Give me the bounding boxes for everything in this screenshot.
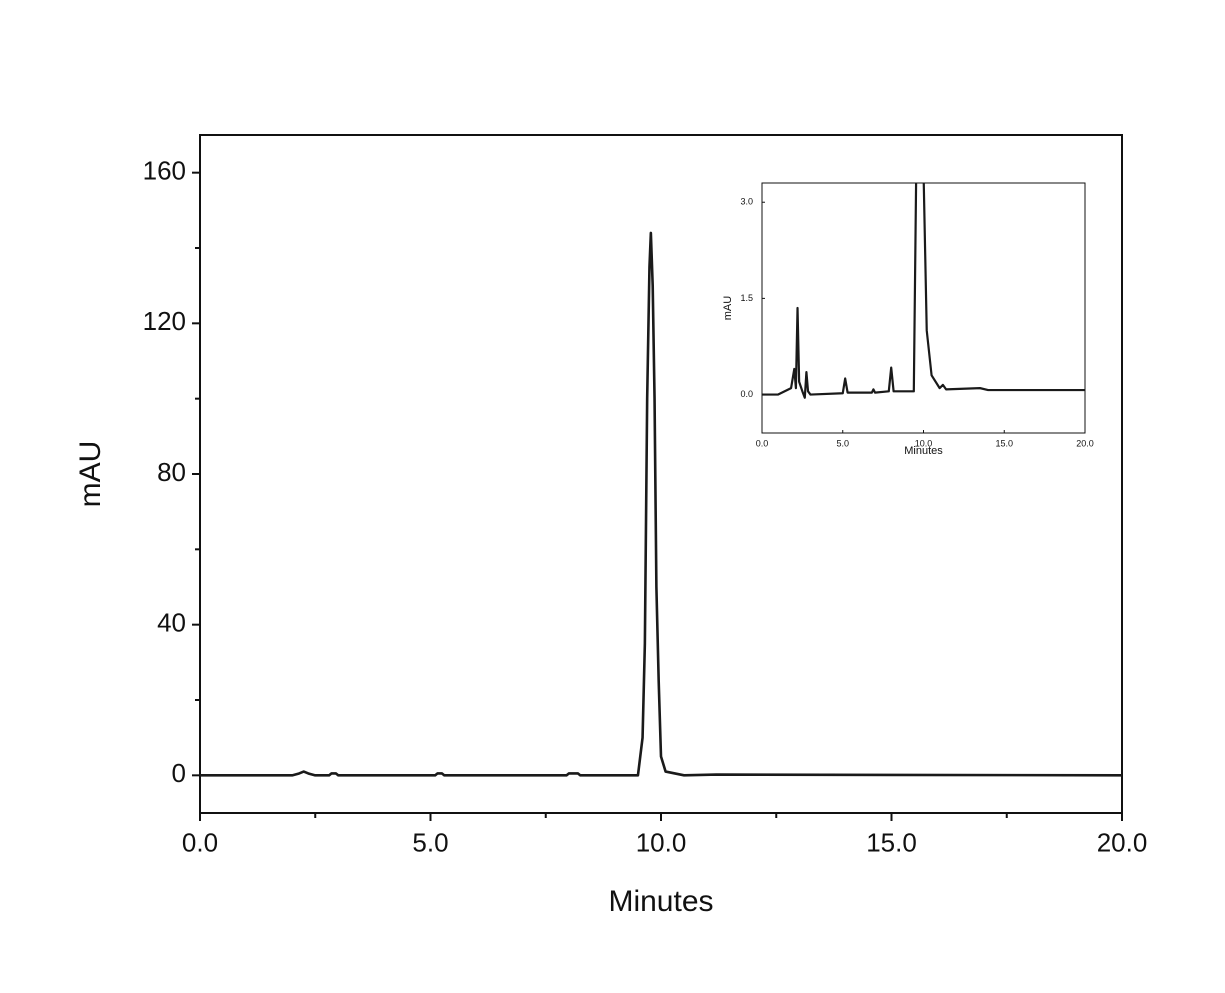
y-tick-label: 1.5: [740, 293, 753, 303]
x-tick-label: 0.0: [182, 827, 218, 857]
y-tick-label: 0.0: [740, 389, 753, 399]
x-tick-label: 0.0: [756, 438, 769, 448]
x-tick-label: 10.0: [915, 438, 933, 448]
y-axis-label: mAU: [74, 441, 107, 508]
y-axis-label: mAU: [722, 296, 734, 321]
x-tick-label: 15.0: [995, 438, 1013, 448]
y-tick-label: 3.0: [740, 197, 753, 207]
x-tick-label: 20.0: [1076, 438, 1094, 448]
y-tick-label: 160: [143, 156, 186, 186]
x-tick-label: 15.0: [866, 827, 917, 857]
x-tick-label: 5.0: [412, 827, 448, 857]
x-axis-label: Minutes: [608, 885, 713, 918]
trace: [762, 183, 1085, 399]
x-tick-label: 5.0: [836, 438, 849, 448]
y-tick-label: 120: [143, 306, 186, 336]
x-axis-label: Minutes: [904, 445, 943, 457]
y-tick-label: 0: [172, 758, 186, 788]
x-tick-label: 10.0: [636, 827, 687, 857]
y-tick-label: 80: [157, 457, 186, 487]
trace: [200, 231, 1122, 777]
y-tick-label: 40: [157, 608, 186, 638]
x-tick-label: 20.0: [1097, 827, 1148, 857]
